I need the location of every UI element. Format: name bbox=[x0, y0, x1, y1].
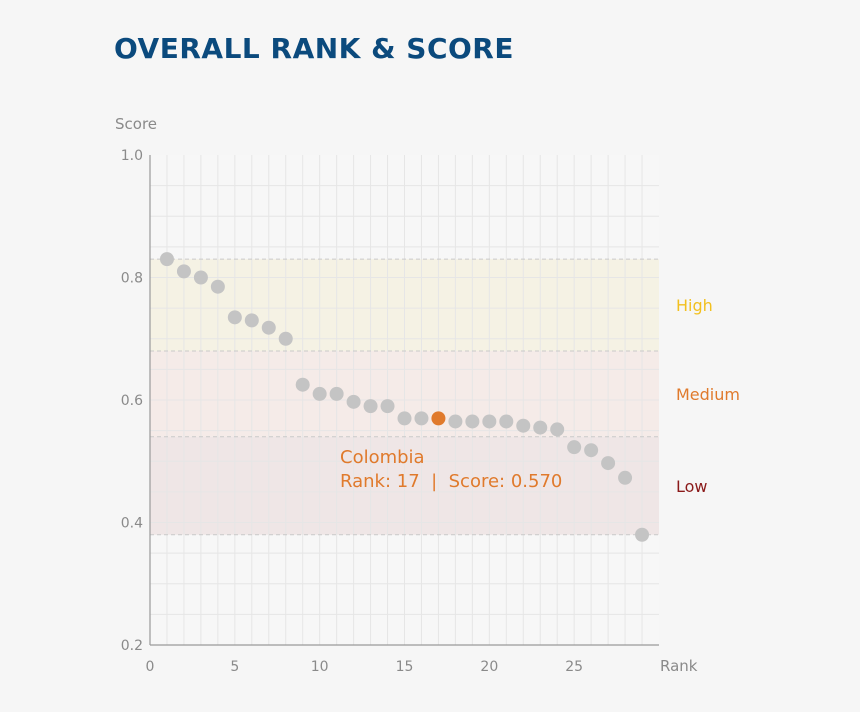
chart-title: OVERALL RANK & SCORE bbox=[114, 32, 514, 65]
x-axis-label: Rank bbox=[660, 657, 698, 675]
y-tick-label: 0.6 bbox=[121, 393, 143, 409]
x-tick-label: 0 bbox=[146, 659, 155, 675]
y-tick-label: 1.0 bbox=[121, 148, 143, 164]
data-point bbox=[227, 310, 242, 325]
data-point bbox=[465, 414, 480, 429]
data-point bbox=[482, 414, 497, 429]
data-point bbox=[380, 399, 395, 414]
data-point bbox=[193, 270, 208, 285]
data-point bbox=[635, 527, 650, 542]
highlight-point bbox=[431, 411, 446, 426]
x-tick-label: 15 bbox=[396, 659, 414, 675]
data-point bbox=[159, 252, 174, 267]
x-tick-label: 25 bbox=[565, 659, 583, 675]
y-tick-label: 0.4 bbox=[121, 516, 143, 532]
data-point bbox=[567, 440, 582, 455]
data-point bbox=[244, 313, 259, 328]
y-tick-label: 0.8 bbox=[121, 271, 143, 287]
x-tick-label: 20 bbox=[480, 659, 498, 675]
data-point bbox=[312, 386, 327, 401]
band-label-high: High bbox=[676, 296, 713, 315]
data-point bbox=[516, 418, 531, 433]
data-point bbox=[414, 411, 429, 426]
data-point bbox=[584, 443, 599, 458]
y-tick-label: 0.2 bbox=[121, 638, 143, 654]
data-point bbox=[278, 331, 293, 346]
x-tick-label: 10 bbox=[311, 659, 329, 675]
data-point bbox=[329, 386, 344, 401]
data-point bbox=[499, 414, 514, 429]
band-label-low: Low bbox=[676, 477, 708, 496]
data-point bbox=[533, 420, 548, 435]
data-point bbox=[550, 422, 565, 437]
data-point bbox=[618, 470, 633, 485]
data-point bbox=[176, 264, 191, 279]
data-point bbox=[397, 411, 412, 426]
highlight-detail: Rank: 17 | Score: 0.570 bbox=[340, 471, 562, 492]
band-label-medium: Medium bbox=[676, 385, 740, 404]
data-point bbox=[261, 320, 276, 335]
y-axis-label: Score bbox=[115, 115, 157, 133]
highlight-name: Colombia bbox=[340, 447, 425, 468]
data-point bbox=[210, 279, 225, 294]
data-point bbox=[601, 456, 616, 471]
data-point bbox=[295, 377, 310, 392]
data-point bbox=[346, 394, 361, 409]
x-tick-label: 5 bbox=[230, 659, 239, 675]
data-point bbox=[448, 414, 463, 429]
data-point bbox=[363, 399, 378, 414]
